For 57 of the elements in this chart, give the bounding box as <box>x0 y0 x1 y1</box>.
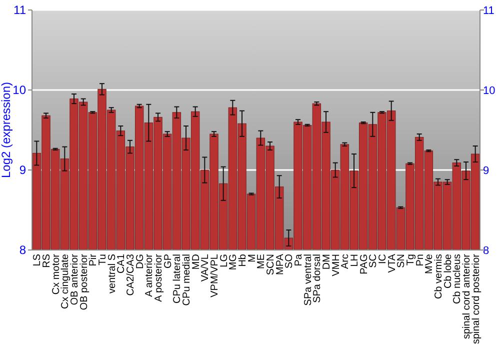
x-tick-label: CA1 <box>116 254 128 274</box>
x-tick-label: Tg <box>406 254 416 266</box>
x-tick-label: RS <box>42 254 52 268</box>
y-tick-label: 10 <box>12 83 26 98</box>
x-tick-label: Pir <box>88 253 100 266</box>
x-tick-label: A posterior <box>154 253 164 302</box>
y-axis-title: Log2 (expression) <box>0 82 13 178</box>
x-tick-label: Pn <box>414 254 426 266</box>
x-tick-label: LH <box>350 254 360 267</box>
x-tick-label: IC <box>378 254 388 264</box>
x-tick-label: SPa dorsal <box>312 254 324 303</box>
x-tick-label: OB posterior <box>78 253 90 310</box>
x-tick-label: SPa ventral <box>302 254 314 306</box>
y2-tick-label: 11 <box>483 4 494 17</box>
x-tick-label: VMH <box>330 254 342 276</box>
y-tick-label: 9 <box>19 163 26 178</box>
x-tick-label: PAG <box>358 254 370 274</box>
x-tick-label: VTA <box>386 254 398 273</box>
y-tick-label: 11 <box>14 3 26 18</box>
x-tick-label: MPA <box>274 254 286 275</box>
x-tick-label: M <box>246 254 258 262</box>
x-tick-label: spinal cord anterior <box>462 253 472 340</box>
y2-tick-label: 10 <box>483 84 496 97</box>
x-tick-label: GP <box>162 254 174 268</box>
x-tick-label: A anterior <box>144 253 156 297</box>
x-tick-label: Cx motor <box>50 253 62 295</box>
x-tick-label: VA/VL <box>200 254 212 282</box>
x-tick-label: SCN <box>266 254 276 276</box>
x-tick-label: SN <box>396 254 408 268</box>
x-tick-label: Tu <box>98 254 108 266</box>
x-tick-label: Arc <box>340 254 352 269</box>
x-tick-label: SC <box>368 254 380 268</box>
x-tick-label: MVe <box>424 254 436 274</box>
x-tick-label: Pa <box>294 254 304 266</box>
x-tick-label: Hb <box>238 254 248 267</box>
x-tick-label: Cb vermis <box>434 254 444 300</box>
x-tick-label: CPu lateral <box>172 254 184 304</box>
x-tick-label: ventral S <box>106 254 118 294</box>
x-tick-label: CA2/CA3 <box>126 254 136 296</box>
x-tick-label: spinal cord posterior <box>470 253 482 344</box>
x-tick-label: CPu medial <box>182 254 192 306</box>
x-tick-label: SO <box>284 254 296 268</box>
x-tick-label: Cb lobe <box>442 254 454 288</box>
x-tick-label: MG <box>228 254 240 270</box>
y2-tick-label: 9 <box>483 164 490 177</box>
x-tick-label: DM <box>322 254 332 270</box>
x-tick-label: LG <box>218 254 230 268</box>
x-tick-label: LS <box>32 254 44 266</box>
x-tick-label: MD <box>190 254 202 270</box>
x-tick-label: Cb nucleus <box>452 254 464 304</box>
y2-tick-label: 8 <box>483 244 490 257</box>
x-tick-label: DG <box>134 254 146 269</box>
x-tick-label: Cx cingulate <box>60 254 72 310</box>
x-tick-label: OB anterior <box>70 253 80 306</box>
x-tick-label: VPM/VPL <box>210 254 220 298</box>
y-tick-label: 8 <box>19 243 26 258</box>
x-tick-label: ME <box>256 254 268 269</box>
